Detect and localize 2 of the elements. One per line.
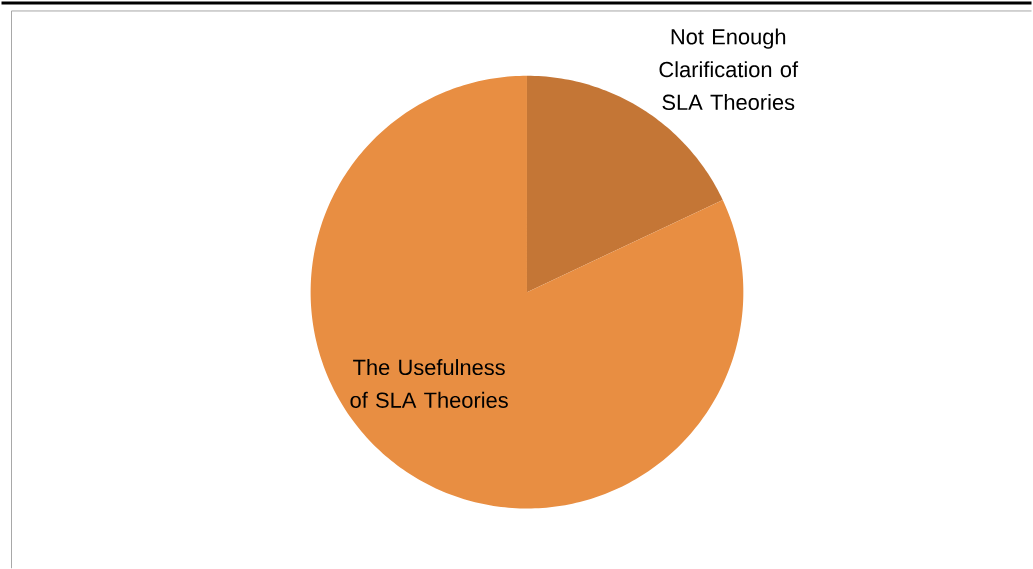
slice-label: Not Enough Clarification of SLA Theories (659, 28, 799, 111)
slice-label: The Usefulness of SLA Theories (350, 359, 508, 408)
